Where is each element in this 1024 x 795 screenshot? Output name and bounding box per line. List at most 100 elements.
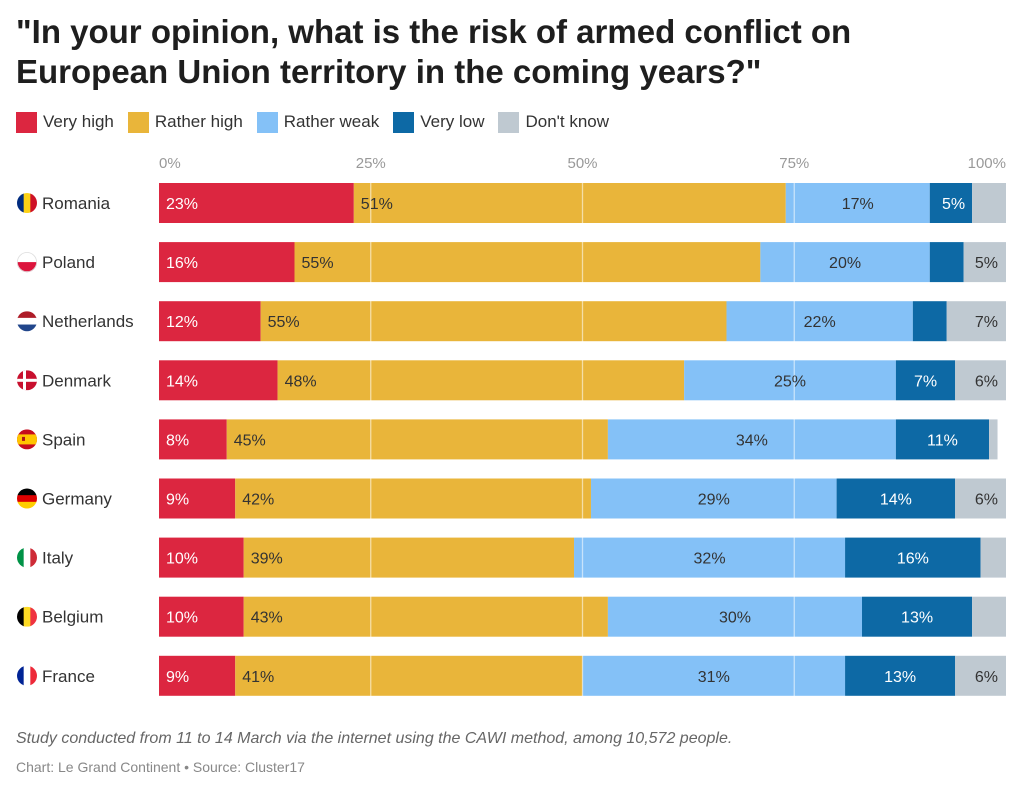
flag-stripe	[17, 488, 37, 496]
flag-fill	[17, 606, 37, 627]
category-label: Netherlands	[42, 312, 134, 331]
gridlines-layer	[370, 179, 795, 700]
legend-item-rather-weak: Rather weak	[256, 111, 380, 133]
data-label-rather-high: 55%	[302, 255, 334, 272]
category-label: Belgium	[42, 608, 103, 627]
data-label-rather-high: 51%	[361, 196, 393, 213]
flag-emblem	[22, 436, 25, 441]
flag-fill	[17, 370, 37, 391]
data-label-very-high: 10%	[166, 551, 198, 568]
data-label-rather-high: 45%	[234, 432, 266, 449]
bar-segment-very-high	[159, 419, 227, 460]
bar-segment-rather-weak	[684, 360, 896, 401]
bar-segment-very-low	[862, 596, 973, 637]
netherlands-flag-icon	[17, 311, 37, 332]
flag-stripe	[17, 262, 37, 273]
data-label-very-high: 9%	[166, 669, 189, 686]
bar-segment-rather-high	[243, 537, 575, 578]
flag-cross	[17, 378, 37, 382]
bar-segment-very-low	[929, 242, 964, 283]
data-label-very-low: 13%	[901, 610, 933, 627]
data-label-very-low: 14%	[880, 492, 912, 509]
legend-swatch-very-high	[16, 111, 37, 133]
flag-stripe	[17, 324, 37, 332]
bar-segment-rather-weak	[582, 655, 846, 696]
data-label-very-high: 8%	[166, 432, 189, 449]
data-label-rather-weak: 20%	[829, 255, 861, 272]
bar-segment-don-t-know	[946, 301, 1006, 342]
x-tick-label: 50%	[567, 155, 597, 172]
flag-fill	[17, 429, 37, 450]
bar-segment-rather-weak	[726, 301, 913, 342]
flag-stripe	[23, 665, 31, 686]
germany-flag-icon	[17, 488, 37, 509]
flag-fill	[17, 252, 37, 273]
flag-stripe	[17, 547, 25, 568]
labels-layer: 0% 25% 50% 75% 100% Romania 23% 51% 17% 5% Poland 1…	[16, 155, 1006, 686]
bar-segment-don-t-know	[955, 478, 1006, 519]
bar-segment-don-t-know	[972, 183, 1006, 223]
footnote: Study conducted from 11 to 14 March via …	[16, 730, 733, 747]
flag-fill	[17, 193, 37, 213]
x-tick-label: 100%	[968, 155, 1006, 172]
data-label-very-low: 11%	[927, 432, 958, 449]
data-label-very-low: 16%	[897, 551, 929, 568]
bar-segment-very-low	[836, 478, 956, 519]
data-label-very-high: 12%	[166, 314, 198, 331]
flag-fill	[17, 547, 37, 568]
legend-swatch-dont-know	[498, 111, 520, 133]
bar-segment-don-t-know	[955, 655, 1006, 696]
data-label-rather-weak: 25%	[774, 373, 806, 390]
romania-flag-icon	[17, 193, 37, 213]
data-label-rather-high: 42%	[242, 492, 274, 509]
bar-segment-rather-high	[260, 301, 727, 342]
bar-segment-very-low	[845, 655, 956, 696]
category-label: Poland	[42, 253, 95, 272]
bar-segment-don-t-know	[963, 242, 1006, 283]
bar-segment-very-low	[845, 537, 981, 578]
legend-swatch-very-low	[393, 111, 415, 133]
bar-segment-very-low	[895, 360, 956, 401]
bar-segment-very-high	[159, 596, 244, 637]
bar-segment-don-t-know	[955, 360, 1006, 401]
data-label-very-low: 13%	[884, 669, 916, 686]
belgium-flag-icon	[17, 606, 37, 627]
bar-segment-very-high	[159, 360, 278, 401]
category-label: Romania	[42, 194, 111, 213]
bar-segment-very-high	[159, 655, 236, 696]
data-label-rather-weak: 17%	[842, 196, 874, 213]
legend-label-very-low: Very low	[420, 112, 485, 131]
bar-segment-rather-high	[243, 596, 608, 637]
bar-segment-don-t-know	[972, 596, 1006, 637]
category-label: Germany	[42, 490, 112, 509]
flag-stripe	[17, 606, 25, 627]
data-label-rather-weak: 29%	[698, 492, 730, 509]
legend-label-dont-know: Don't know	[525, 112, 610, 131]
poland-flag-icon	[16, 252, 38, 273]
data-label-rather-weak: 32%	[694, 551, 726, 568]
bar-segment-rather-weak	[785, 183, 930, 223]
legend-label-rather-high: Rather high	[154, 112, 243, 131]
category-label: Denmark	[42, 371, 111, 390]
flag-outline	[16, 252, 38, 273]
spain-flag-icon	[17, 429, 37, 450]
flag-stripe	[30, 665, 37, 686]
legend-label-very-high: Very high	[43, 112, 114, 131]
stacked-bar-chart: 0% 25% 50% 75% 100% Romania 23% 51% 17% 5% Poland 1…	[16, 155, 1006, 700]
flag-stripe	[17, 665, 25, 686]
legend-label-rather-weak: Rather weak	[283, 112, 380, 131]
category-label: Spain	[42, 430, 85, 449]
bar-segment-very-high	[159, 537, 244, 578]
bar-segment-rather-high	[353, 183, 786, 223]
data-label-don-t-know: 6%	[975, 669, 998, 686]
data-label-very-high: 9%	[166, 492, 189, 509]
bar-segment-rather-high	[294, 242, 761, 283]
bars-layer	[159, 183, 1006, 696]
bar-segment-rather-high	[235, 655, 583, 696]
flag-fill	[17, 311, 37, 332]
data-label-rather-weak: 31%	[698, 669, 730, 686]
italy-flag-icon	[17, 547, 37, 568]
flag-stripe	[30, 193, 37, 213]
data-label-rather-high: 48%	[285, 373, 317, 390]
data-label-rather-weak: 30%	[719, 610, 751, 627]
